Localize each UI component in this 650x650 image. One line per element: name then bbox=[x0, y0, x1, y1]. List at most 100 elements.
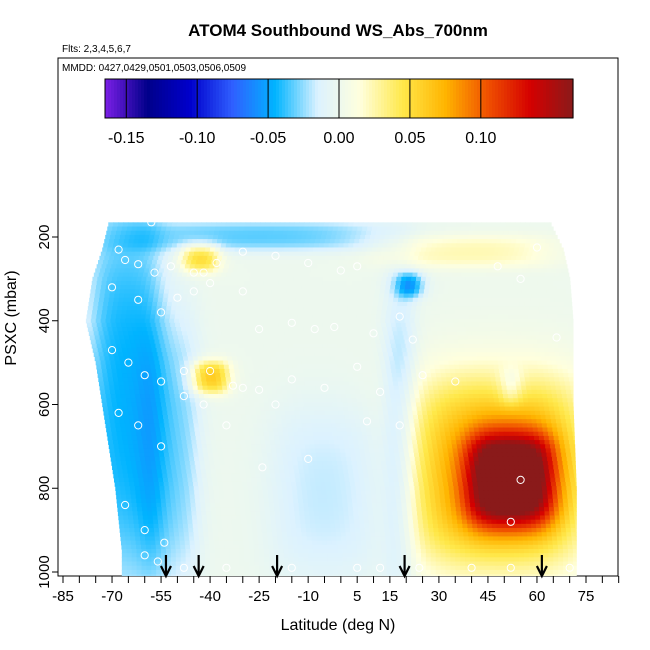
heatmap-cell bbox=[272, 339, 278, 345]
heatmap-cell bbox=[481, 297, 487, 303]
heatmap-cell bbox=[192, 335, 199, 341]
heatmap-cell bbox=[490, 331, 497, 337]
heatmap-cell bbox=[467, 293, 473, 299]
heatmap-cell bbox=[383, 414, 390, 420]
heatmap-cell bbox=[129, 234, 136, 240]
heatmap-cell bbox=[281, 385, 287, 391]
heatmap-cell bbox=[472, 268, 479, 274]
heatmap-cell bbox=[395, 314, 401, 320]
heatmap-cell bbox=[222, 255, 228, 261]
heatmap-cell bbox=[449, 427, 455, 433]
heatmap-cell bbox=[486, 272, 492, 278]
heatmap-cell bbox=[257, 285, 264, 290]
heatmap-cell bbox=[380, 394, 386, 399]
heatmap-cell bbox=[444, 343, 451, 349]
heatmap-cell bbox=[204, 427, 210, 433]
heatmap-cell bbox=[465, 247, 471, 253]
heatmap-cell bbox=[524, 373, 530, 378]
heatmap-cell bbox=[459, 364, 465, 370]
heatmap-cell bbox=[231, 255, 238, 261]
heatmap-cell bbox=[563, 260, 567, 265]
heatmap-cell bbox=[195, 347, 202, 353]
heatmap-cell bbox=[372, 243, 379, 249]
heatmap-cell bbox=[336, 322, 343, 328]
heatmap-cell bbox=[386, 306, 393, 311]
heatmap-cell bbox=[185, 368, 191, 374]
heatmap-cell bbox=[560, 255, 566, 261]
heatmap-cell bbox=[318, 406, 325, 412]
heatmap-cell bbox=[414, 289, 420, 295]
heatmap-cell bbox=[168, 268, 175, 274]
heatmap-cell bbox=[366, 247, 373, 253]
heatmap-cell bbox=[519, 306, 525, 311]
heatmap-cell bbox=[126, 402, 133, 408]
heatmap-cell bbox=[508, 368, 515, 374]
heatmap-cell bbox=[544, 410, 551, 416]
heatmap-cell bbox=[203, 234, 209, 240]
heatmap-cell bbox=[357, 435, 364, 441]
heatmap-cell bbox=[133, 293, 140, 299]
heatmap-cell bbox=[145, 398, 152, 404]
heatmap-cell bbox=[171, 435, 177, 441]
flights-note: Flts: 2,3,4,5,6,7 bbox=[62, 44, 131, 55]
heatmap-cell bbox=[477, 293, 483, 299]
heatmap-cell bbox=[299, 222, 305, 228]
heatmap-cell bbox=[424, 360, 430, 366]
heatmap-cell bbox=[159, 389, 165, 395]
heatmap-cell bbox=[444, 322, 451, 328]
heatmap-cell bbox=[397, 260, 403, 265]
heatmap-cell bbox=[517, 394, 524, 399]
heatmap-cell bbox=[530, 272, 536, 278]
heatmap-cell bbox=[185, 373, 192, 378]
heatmap-cell bbox=[533, 368, 539, 374]
heatmap-cell bbox=[439, 322, 446, 328]
heatmap-cell bbox=[218, 360, 224, 366]
heatmap-cell bbox=[304, 410, 311, 416]
heatmap-cell bbox=[155, 322, 162, 328]
heatmap-cell bbox=[505, 352, 512, 357]
heatmap-cell bbox=[266, 293, 272, 299]
heatmap-cell bbox=[224, 322, 230, 328]
heatmap-cell bbox=[421, 377, 428, 383]
heatmap-cell bbox=[484, 402, 491, 408]
heatmap-cell bbox=[504, 226, 510, 232]
heatmap-cell bbox=[569, 297, 572, 303]
heatmap-cell bbox=[144, 251, 151, 257]
heatmap-cell bbox=[299, 410, 306, 416]
heatmap-cell bbox=[294, 272, 301, 278]
heatmap-cell bbox=[389, 234, 396, 240]
heatmap-cell bbox=[298, 276, 304, 282]
heatmap-cell bbox=[209, 343, 215, 349]
heatmap-cell bbox=[434, 264, 441, 270]
heatmap-cell bbox=[205, 373, 212, 378]
heatmap-cell bbox=[342, 373, 349, 378]
heatmap-cell bbox=[374, 356, 380, 362]
heatmap-cell bbox=[546, 318, 553, 324]
heatmap-cell bbox=[422, 272, 428, 278]
heatmap-cell bbox=[139, 389, 145, 395]
heatmap-cell bbox=[206, 222, 212, 228]
heatmap-cell bbox=[204, 343, 211, 349]
heatmap-cell bbox=[251, 255, 257, 261]
heatmap-cell bbox=[137, 301, 144, 307]
heatmap-cell bbox=[537, 398, 544, 404]
heatmap-cell bbox=[214, 368, 221, 374]
heatmap-cell bbox=[548, 373, 555, 378]
heatmap-cell bbox=[224, 343, 230, 349]
heatmap-cell bbox=[558, 406, 565, 412]
heatmap-cell bbox=[170, 368, 177, 374]
heatmap-cell bbox=[326, 394, 332, 399]
heatmap-cell bbox=[420, 230, 426, 236]
heatmap-cell bbox=[104, 239, 110, 244]
heatmap-cell bbox=[235, 331, 242, 337]
heatmap-cell bbox=[254, 260, 261, 265]
heatmap-cell bbox=[102, 247, 108, 253]
heatmap-cell bbox=[498, 394, 504, 399]
heatmap-cell bbox=[289, 331, 296, 337]
heatmap-cell bbox=[190, 435, 197, 441]
heatmap-cell bbox=[299, 243, 305, 249]
heatmap-cell bbox=[256, 255, 262, 261]
heatmap-cell bbox=[459, 310, 466, 316]
heatmap-cell bbox=[551, 251, 558, 257]
heatmap-cell bbox=[380, 230, 387, 236]
